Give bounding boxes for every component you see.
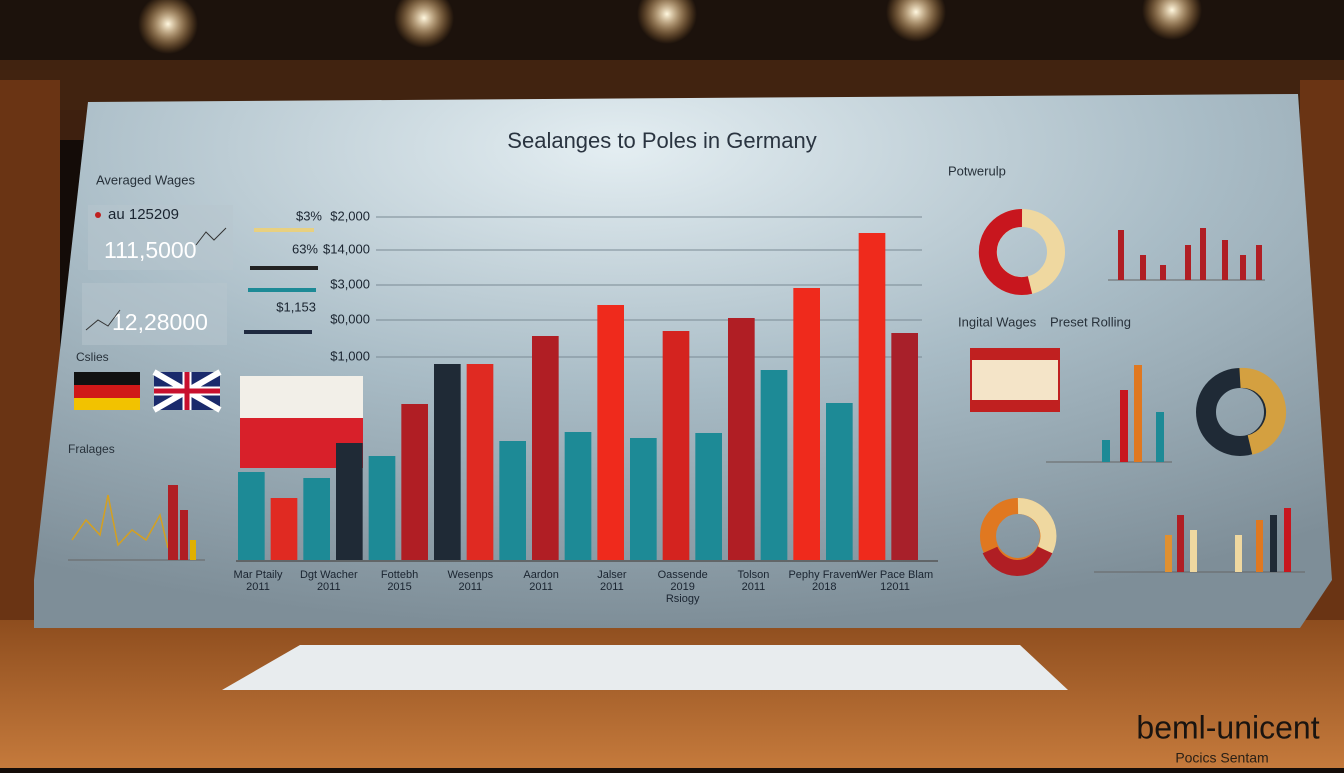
legend-label: $1,153 xyxy=(276,299,316,314)
y-tick-label: $1,000 xyxy=(330,348,370,363)
bar xyxy=(499,441,526,560)
bar xyxy=(826,403,853,560)
y-tick-label: $0,000 xyxy=(330,311,370,326)
x-tick-label: 2019 xyxy=(670,581,694,593)
sparkline xyxy=(195,227,227,246)
stat-text: au 125209 xyxy=(108,206,179,223)
bar xyxy=(662,331,690,560)
bar xyxy=(858,233,886,560)
german-flag xyxy=(74,372,140,410)
x-tick-label: 2018 xyxy=(812,581,836,593)
bar xyxy=(434,364,461,560)
x-tick-label: Tolson xyxy=(738,569,770,581)
y-tick-label: $3,000 xyxy=(330,276,370,291)
x-tick-label: Fottebh xyxy=(381,569,418,581)
bar xyxy=(793,288,820,560)
x-tick-label: 2011 xyxy=(742,581,766,593)
bar xyxy=(728,318,755,560)
right-title: Potwerulp xyxy=(948,163,1006,178)
sparkline xyxy=(85,309,121,331)
floor-banner xyxy=(222,645,1068,690)
bar xyxy=(401,404,428,560)
x-tick-label: Aardon xyxy=(523,569,558,581)
x-tick-label: Dgt Wacher xyxy=(300,569,358,581)
legend-label: 63% xyxy=(292,241,318,256)
stat-value: 111,5000 xyxy=(104,237,197,263)
flags-label: Cslies xyxy=(76,350,109,364)
legend-swatches xyxy=(244,228,318,334)
x-tick-label: 2015 xyxy=(387,581,411,593)
x-tick-label: 12011 xyxy=(880,581,910,593)
x-tick-label: Jalser xyxy=(597,569,627,581)
x-tick-label: 2011 xyxy=(317,581,341,593)
brand-tagline: Pocics Sentam xyxy=(1175,750,1268,766)
stat-card xyxy=(82,283,227,345)
x-tick-label: 2011 xyxy=(246,581,270,593)
y-tick-label: $2,000 xyxy=(330,208,370,223)
bar xyxy=(564,432,592,560)
x-tick-label: Oassende xyxy=(658,569,708,581)
right-decor xyxy=(970,208,1305,576)
bar xyxy=(891,333,918,560)
uk-flag xyxy=(152,369,222,413)
bar xyxy=(466,364,494,560)
y-tick-label: $14,000 xyxy=(323,241,370,256)
bar xyxy=(760,370,788,560)
mini-chart-label: Fralages xyxy=(68,442,115,456)
bar xyxy=(597,305,624,560)
bar xyxy=(270,498,298,560)
x-tick-label: Pephy Fravem xyxy=(788,569,860,581)
legend-label: $3% xyxy=(296,208,322,223)
brand-name: beml-unicent xyxy=(1136,709,1319,745)
stat-card xyxy=(88,205,233,270)
x-tick-label: Rsiogy xyxy=(666,593,700,605)
bar xyxy=(695,433,722,560)
bar xyxy=(368,456,396,560)
x-tick-label: 2011 xyxy=(529,581,553,593)
x-tick-label: Mar Ptaily xyxy=(234,569,283,581)
bullet xyxy=(95,212,101,218)
x-tick-label: 2011 xyxy=(459,581,483,593)
spotlights xyxy=(138,0,1202,54)
bar xyxy=(238,472,265,560)
panel-title: Averaged Wages xyxy=(96,172,196,187)
mini-chart xyxy=(68,485,205,561)
chart-title: Sealanges to Poles in Germany xyxy=(507,128,816,153)
x-tick-label: Wesenps xyxy=(448,569,494,581)
bar xyxy=(303,478,330,560)
x-tick-label: Wer Pace Blam xyxy=(857,569,933,581)
x-tick-label: 2011 xyxy=(600,581,624,593)
bar xyxy=(630,438,657,560)
right-subtitle: Preset Rolling xyxy=(1050,314,1131,329)
bar xyxy=(336,443,363,560)
right-subtitle: Ingital Wages xyxy=(958,314,1037,329)
stat-value: 12,28000 xyxy=(112,309,208,335)
bar xyxy=(532,336,559,560)
